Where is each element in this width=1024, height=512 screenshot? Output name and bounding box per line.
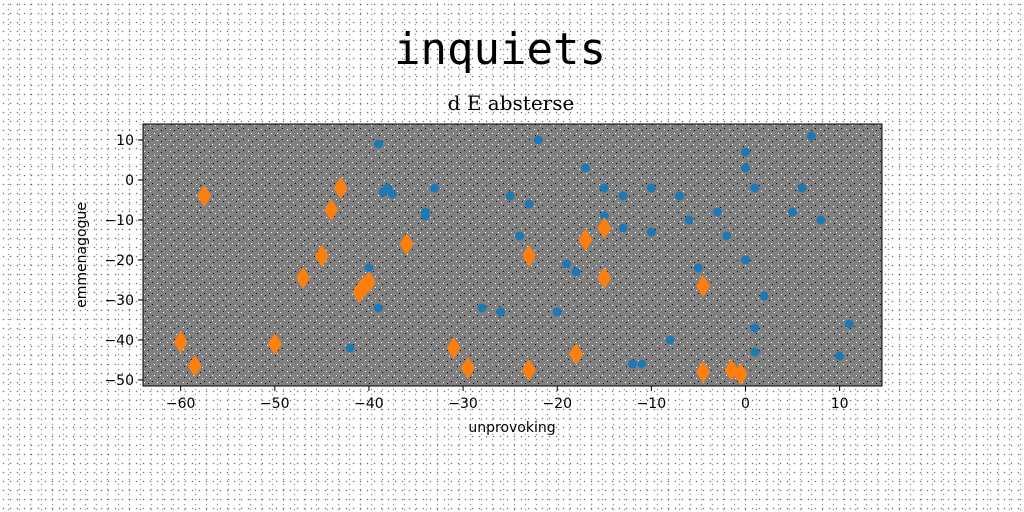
series-1-point-18	[552, 307, 562, 317]
y-tick-label: 10	[116, 133, 134, 149]
series-1-point-38	[741, 255, 750, 265]
series-1-point-44	[806, 131, 816, 141]
series-2-point-17	[569, 343, 584, 365]
series-1-point-37	[750, 183, 760, 193]
series-2-point-22	[696, 361, 711, 383]
series-2-point-2	[173, 331, 188, 353]
series-1-point-20	[571, 267, 581, 277]
chart-title: inquiets	[394, 24, 606, 75]
series-1-point-9	[373, 303, 383, 313]
series-1-point-36	[741, 163, 750, 173]
series-1-point-23	[599, 211, 609, 221]
x-tick-label: −50	[260, 396, 290, 412]
x-tick-label: 10	[831, 396, 849, 412]
series-1-point-46	[835, 351, 845, 361]
series-1-point-43	[797, 183, 807, 193]
y-axis-label: emmenagogue	[74, 202, 90, 308]
x-tick-label: −20	[542, 396, 572, 412]
series-1-point-16	[477, 303, 487, 313]
y-tick-label: −40	[104, 333, 134, 349]
series-2-point-15	[521, 245, 536, 267]
y-tick-label: −30	[104, 293, 134, 309]
series-1-point-28	[684, 215, 694, 225]
x-tick-label: −60	[166, 396, 196, 412]
series-1-point-35	[741, 147, 750, 157]
series-1-point-7	[420, 211, 430, 221]
series-1-point-25	[646, 183, 656, 193]
series-1-point-32	[693, 263, 703, 273]
y-tick-label: −10	[104, 213, 134, 229]
series-1-point-26	[646, 227, 656, 237]
series-1-point-4	[388, 189, 397, 199]
series-1-point-42	[788, 207, 798, 217]
series-2-point-19	[597, 217, 612, 239]
y-tick-label: 0	[125, 173, 134, 189]
x-tick-label: −10	[637, 396, 667, 412]
series-2-point-6	[314, 245, 329, 267]
series-1-point-10	[364, 263, 374, 273]
series-2-point-20	[597, 267, 612, 289]
series-1-point-5	[430, 183, 440, 193]
series-1-point-31	[637, 359, 647, 369]
y-tick-label: −20	[104, 253, 134, 269]
series-1-point-27	[675, 191, 685, 201]
series-1-point-19	[562, 259, 572, 269]
series-1-point-12	[581, 163, 590, 173]
series-1-point-14	[524, 199, 534, 209]
series-2-point-8	[333, 177, 348, 199]
series-1-point-13	[505, 191, 515, 201]
series-2-point-21	[696, 275, 711, 297]
series-1-point-1	[373, 139, 383, 149]
series-1-point-21	[599, 183, 609, 193]
plot-noise	[143, 124, 882, 386]
series-1-point-11	[533, 135, 543, 145]
series-1-point-33	[712, 207, 722, 217]
chart-subtitle: d E absterse	[448, 91, 575, 115]
y-tick-label: −50	[104, 373, 134, 389]
series-2-point-14	[460, 357, 475, 379]
series-1-point-47	[844, 319, 854, 329]
series-2-point-1	[197, 185, 212, 207]
series-1-point-17	[496, 307, 506, 317]
series-2-point-4	[267, 333, 282, 355]
x-tick-label: −40	[354, 396, 384, 412]
series-1-point-15	[515, 231, 525, 241]
series-1-point-8	[345, 343, 355, 353]
series-1-point-22	[618, 191, 628, 201]
series-2-point-11	[357, 275, 372, 297]
series-2-point-16	[521, 359, 536, 381]
series-1-point-29	[665, 335, 675, 345]
series-1-point-39	[750, 323, 760, 333]
x-tick-label: −30	[448, 396, 478, 412]
series-1-point-40	[750, 347, 760, 357]
series-1-point-41	[759, 291, 769, 301]
series-2-point-13	[446, 337, 461, 359]
series-2-point-24	[733, 363, 748, 385]
series-1-point-45	[816, 215, 826, 225]
plot-frame	[142, 123, 883, 387]
x-tick-label: 0	[741, 396, 750, 412]
series-2-point-5	[296, 267, 311, 289]
series-1-point-34	[722, 231, 732, 241]
series-1-point-30	[628, 359, 637, 369]
series-2-point-7	[324, 199, 339, 221]
series-1-point-24	[618, 223, 628, 233]
x-axis-label: unprovoking	[468, 420, 555, 436]
series-2-point-3	[187, 355, 202, 377]
series-2-point-18	[578, 229, 593, 251]
series-2-point-12	[399, 233, 414, 255]
